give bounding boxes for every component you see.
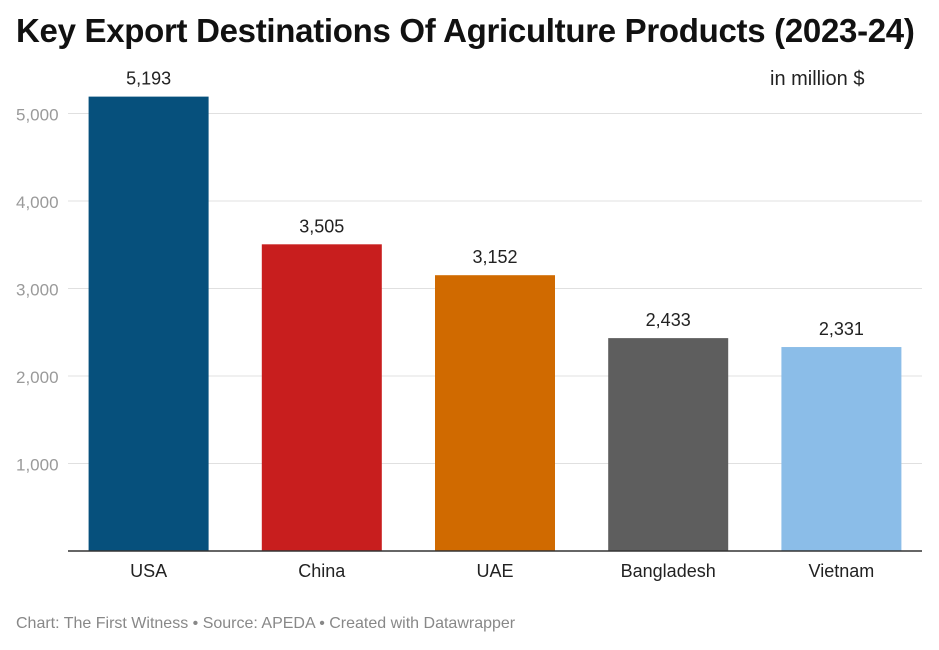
data-label: 3,505: [299, 216, 344, 236]
y-tick-label: 4,000: [16, 193, 59, 212]
x-tick-label: China: [298, 561, 346, 581]
x-tick-label: Vietnam: [809, 561, 875, 581]
x-tick-label: UAE: [476, 561, 513, 581]
chart-credit: Chart: The First Witness: [16, 615, 189, 632]
bar: [261, 244, 382, 551]
data-label: 2,433: [646, 310, 691, 330]
data-label: 3,152: [472, 247, 517, 267]
y-tick-label: 2,000: [16, 368, 59, 387]
created-with-credit: • Created with Datawrapper: [319, 615, 516, 632]
bar-chart: 1,000 2,000 3,000 4,000 5,000 5,193 USA 3,505 Ch…: [16, 69, 922, 581]
unit-label: in million $: [770, 68, 865, 90]
bar: [608, 338, 729, 551]
y-tick-label: 1,000: [16, 456, 59, 475]
chart-title: Key Export Destinations Of Agriculture P…: [16, 12, 915, 49]
bar: [88, 96, 209, 552]
data-label: 2,331: [819, 319, 864, 339]
y-tick-label: 3,000: [16, 281, 59, 300]
x-tick-label: USA: [130, 561, 167, 581]
chart-footer: Chart: The First Witness • Source: APEDA…: [16, 615, 515, 633]
data-label: 5,193: [126, 69, 171, 89]
bar: [435, 275, 555, 551]
y-tick-label: 5,000: [16, 106, 59, 125]
source-credit: • Source: APEDA: [192, 615, 315, 632]
x-tick-label: Bangladesh: [621, 561, 716, 581]
bar: [781, 347, 902, 551]
